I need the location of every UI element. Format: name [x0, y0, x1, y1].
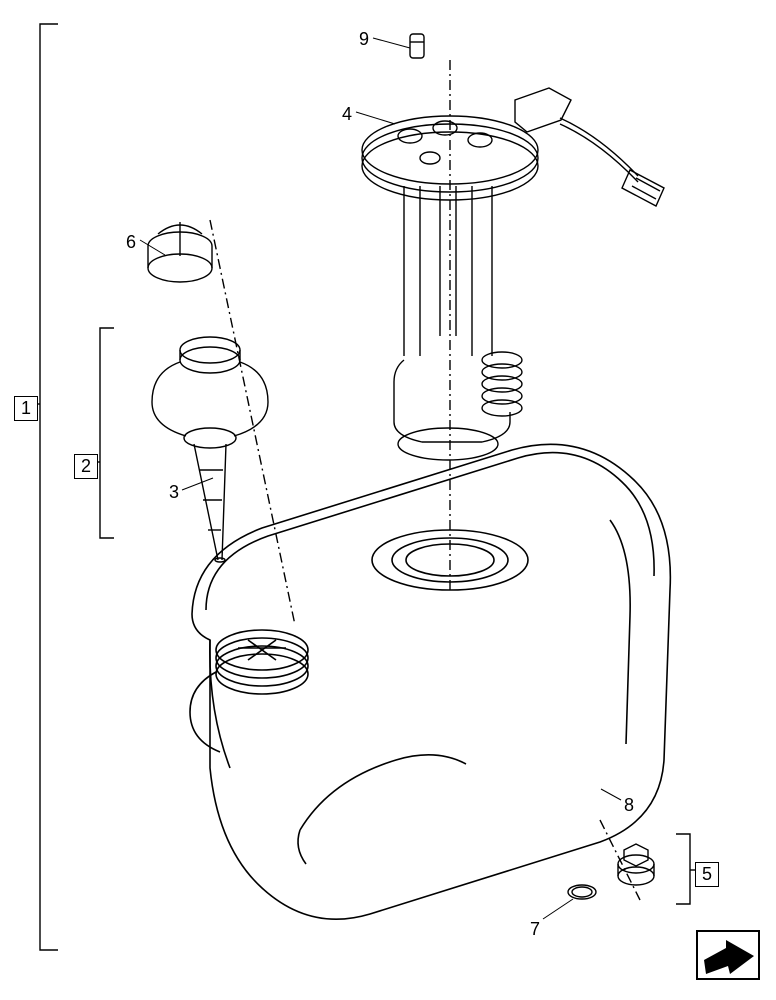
- leader-lines: [0, 0, 776, 1000]
- next-page-arrow-icon[interactable]: [696, 930, 760, 980]
